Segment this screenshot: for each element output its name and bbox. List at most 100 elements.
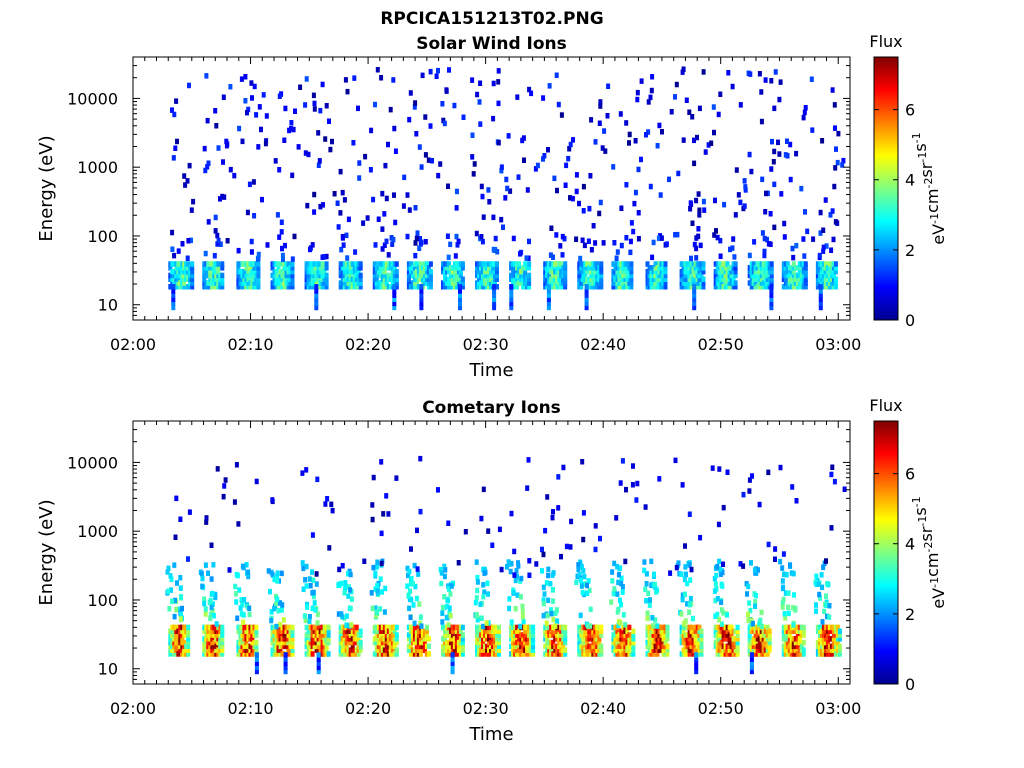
spectrogram-cell — [256, 272, 261, 279]
spectrogram-cell — [833, 276, 838, 282]
spectrogram-cell — [665, 628, 670, 634]
spectrogram-cell — [659, 284, 664, 290]
spectrogram-cell — [520, 603, 525, 610]
spectrogram-cell — [599, 280, 604, 286]
spectrogram-cell — [487, 636, 491, 642]
spectrogram-cell — [512, 548, 517, 555]
spectrogram-cell — [445, 233, 450, 239]
spectrogram-cell — [348, 587, 353, 593]
spectrogram-cell — [509, 651, 514, 657]
spectrogram-cell — [220, 284, 225, 290]
spectrogram-cell — [443, 567, 448, 573]
spectrogram-cell — [787, 280, 792, 286]
spectrogram-cell — [236, 247, 241, 254]
spectrogram-cell — [520, 608, 525, 615]
spectrogram-cell — [650, 74, 655, 80]
spectrogram-cell — [717, 636, 722, 642]
spectrogram-cell — [824, 593, 828, 599]
spectrogram-cell — [210, 647, 215, 653]
spectrogram-cell — [312, 209, 317, 215]
spectrogram-cell — [458, 628, 463, 634]
spectrogram-cell — [760, 230, 765, 236]
spectrogram-cell — [281, 617, 286, 623]
spectrogram-cell — [526, 255, 531, 261]
spectrogram-cell — [243, 74, 248, 80]
spectrogram-cell — [735, 624, 740, 631]
spectrogram-cell — [688, 200, 693, 206]
spectrogram-cell — [624, 235, 629, 241]
spectrogram-cell — [495, 249, 500, 255]
spectrogram-cell — [407, 568, 412, 575]
spectrogram-cell — [274, 268, 279, 275]
spectrogram-cell — [408, 614, 413, 621]
spectrogram-cell — [717, 643, 722, 650]
spectrogram-cell — [509, 643, 514, 650]
spectrogram-cell — [178, 575, 183, 581]
spectrogram-cell — [242, 597, 247, 603]
spectrogram-cell — [681, 66, 686, 72]
y-tick-label: 10 — [98, 660, 118, 679]
spectrogram-cell — [549, 610, 554, 617]
spectrogram-cell — [784, 572, 789, 578]
spectrogram-cell — [311, 593, 316, 600]
spectrogram-cell — [598, 103, 603, 109]
spectrogram-cell — [447, 284, 451, 290]
spectrogram-cell — [392, 628, 397, 634]
spectrogram-cell — [709, 140, 714, 146]
spectrogram-cell — [166, 565, 171, 572]
spectrogram-cell — [200, 583, 205, 590]
spectrogram-cell — [416, 571, 421, 577]
spectrogram-cell — [563, 261, 568, 267]
spectrogram-cell — [585, 639, 590, 646]
spectrogram-cell — [349, 622, 354, 628]
spectrogram-cell — [769, 265, 774, 271]
x-tick-label: 03:00 — [815, 699, 861, 718]
spectrogram-cell — [765, 236, 769, 243]
spectrogram-cell — [517, 280, 522, 286]
spectrogram-cell — [818, 230, 823, 236]
spectrogram-cell — [308, 647, 313, 653]
spectrogram-cell — [729, 272, 734, 279]
spectrogram-cell — [545, 636, 550, 642]
spectrogram-cell — [346, 571, 351, 577]
spectrogram-cell — [270, 572, 275, 578]
spectrogram-cell — [561, 464, 566, 471]
spectrogram-cell — [440, 610, 445, 616]
spectrogram-cell — [589, 117, 594, 123]
spectrogram-cell — [475, 624, 479, 631]
spectrogram-cell — [759, 623, 764, 630]
spectrogram-cell — [584, 284, 589, 290]
spectrogram-cell — [368, 167, 373, 173]
spectrogram-cell — [627, 624, 632, 631]
spectrogram-cell — [375, 559, 380, 565]
spectrogram-cell — [680, 592, 685, 598]
spectrogram-cell — [733, 261, 738, 267]
spectrogram-cell — [598, 535, 602, 542]
spectrogram-cell — [346, 639, 351, 646]
spectrogram-cell — [835, 624, 840, 631]
spectrogram-cell — [842, 486, 847, 492]
spectrogram-cell — [349, 596, 354, 602]
spectrogram-cell — [688, 577, 693, 583]
spectrogram-cell — [699, 639, 704, 646]
spectrogram-cell — [169, 576, 174, 582]
spectrogram-cell — [497, 624, 501, 631]
spectrogram-cell — [777, 96, 782, 103]
spectrogram-cell — [643, 586, 648, 593]
spectrogram-cell — [563, 268, 568, 275]
spectrogram-cell — [486, 591, 490, 597]
spectrogram-cell — [372, 272, 377, 279]
spectrogram-cell — [190, 268, 195, 275]
spectrogram-cell — [673, 94, 677, 100]
spectrogram-cell — [828, 212, 833, 218]
spectrogram-cell — [379, 75, 384, 81]
colorbar-tick-label: 0 — [905, 311, 915, 330]
spectrogram-cell — [254, 647, 259, 653]
spectrogram-cell — [428, 123, 433, 129]
spectrogram-cell — [719, 621, 724, 627]
spectrogram-cell — [513, 268, 518, 275]
spectrogram-cell — [310, 590, 315, 596]
spectrogram-cell — [191, 198, 196, 205]
